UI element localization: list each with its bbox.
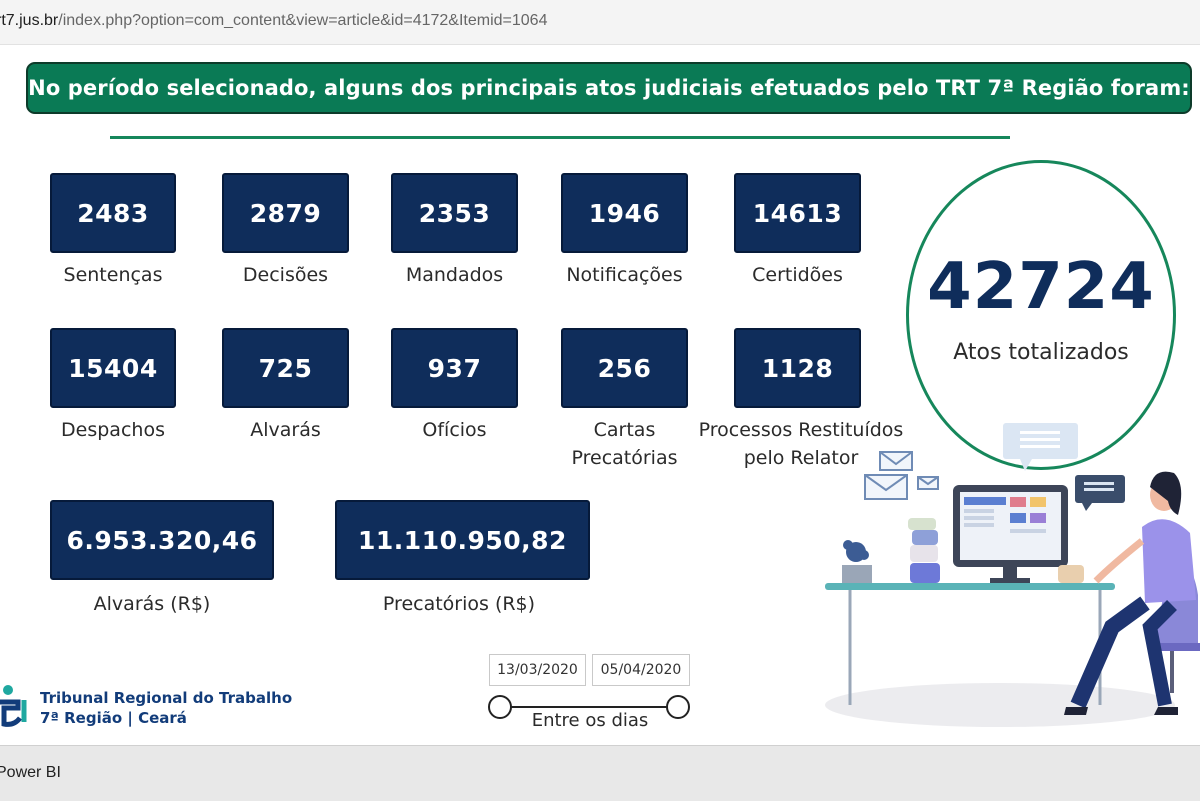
kpi-value: 15404 — [68, 353, 158, 383]
total-circle — [906, 160, 1176, 470]
kpi-label-cartas-precatorias: Cartas Precatórias — [541, 416, 708, 472]
kpi-value: 1128 — [761, 353, 834, 383]
chat-icon — [1003, 423, 1125, 511]
label-line: pelo Relator — [743, 447, 859, 469]
kpi-card-notificacoes[interactable]: 1946 — [561, 173, 688, 253]
end-date-value: 05/04/2020 — [600, 662, 682, 678]
kpi-value: 11.110.950,82 — [358, 525, 567, 555]
start-date-value: 13/03/2020 — [497, 662, 578, 678]
slider-start-handle — [488, 695, 512, 719]
kpi-card-processos-restituidos[interactable]: 1128 — [734, 328, 861, 408]
url-path: /index.php?option=com_content&view=artic… — [58, 12, 548, 29]
divider-line — [110, 136, 1010, 139]
total-acts-label: Atos totalizados — [953, 340, 1129, 365]
kpi-label-mandados: Mandados — [405, 264, 504, 286]
kpi-value: 2483 — [77, 198, 149, 228]
kpi-value: 2353 — [418, 198, 491, 228]
kpi-card-alvaras[interactable]: 725 — [222, 328, 349, 408]
kpi-card-decisoes[interactable]: 2879 — [222, 173, 349, 253]
office-illustration — [825, 423, 1200, 727]
kpi-card-oficios[interactable]: 937 — [391, 328, 518, 408]
kpi-label-precatorios-valor: Precatórios (R$) — [382, 593, 536, 615]
total-acts-value: 42724 — [927, 250, 1155, 324]
trt-logo-icon — [0, 685, 27, 727]
report-title-banner: No período selecionado, alguns dos princ… — [26, 62, 1192, 114]
kpi-label-notificacoes: Notificações — [566, 264, 683, 286]
start-date-field[interactable]: 13/03/2020 — [489, 654, 586, 686]
url-text[interactable]: rt7.jus.br/index.php?option=com_content&… — [0, 12, 547, 30]
kpi-card-mandados[interactable]: 2353 — [391, 173, 518, 253]
kpi-label-oficios: Ofícios — [422, 419, 487, 441]
envelope-icon — [864, 451, 939, 500]
logo-line: Tribunal Regional do Trabalho — [40, 689, 293, 707]
kpi-label-certidoes: Certidões — [752, 264, 843, 286]
slider-end-handle — [666, 695, 690, 719]
kpi-value: 1946 — [588, 198, 661, 228]
cactus-icon — [842, 540, 872, 583]
kpi-value: 937 — [427, 353, 482, 383]
url-host: rt7.jus.br — [0, 12, 59, 29]
logo-line: 7ª Região | Ceará — [40, 709, 187, 727]
kpi-card-certidoes[interactable]: 14613 — [734, 173, 861, 253]
kpi-value: 2879 — [249, 198, 322, 228]
kpi-value: 14613 — [752, 198, 843, 228]
end-date-field[interactable]: 05/04/2020 — [592, 654, 690, 686]
date-range-slider[interactable] — [486, 694, 694, 720]
kpi-label-processos-restituidos: Processos Restituídos pelo Relator — [690, 416, 912, 472]
kpi-label-alvaras-valor: Alvarás (R$) — [93, 593, 211, 615]
label-line: Precatórias — [571, 447, 678, 469]
monitor-icon — [953, 485, 1068, 583]
browser-url-bar[interactable]: rt7.jus.br/index.php?option=com_content&… — [0, 0, 1200, 45]
kpi-card-cartas-precatorias[interactable]: 256 — [561, 328, 688, 408]
kpi-value: 6.953.320,46 — [66, 525, 258, 555]
kpi-label-decisoes: Decisões — [242, 264, 329, 286]
kpi-label-sentencas: Sentenças — [63, 264, 163, 286]
person-figure — [1064, 471, 1196, 715]
powerbi-footer: Power BI — [0, 745, 1200, 801]
kpi-card-despachos[interactable]: 15404 — [50, 328, 176, 408]
kpi-card-precatorios-valor[interactable]: 11.110.950,82 — [335, 500, 590, 580]
kpi-label-despachos: Despachos — [61, 419, 165, 441]
label-line: Processos Restituídos — [698, 419, 904, 441]
kpi-card-sentencas[interactable]: 2483 — [50, 173, 176, 253]
trt-logo-text: Tribunal Regional do Trabalho 7ª Região … — [40, 688, 292, 728]
label-line: Cartas — [593, 419, 656, 441]
powerbi-link[interactable]: Power BI — [0, 764, 61, 781]
mug-icon — [908, 518, 1084, 583]
kpi-card-alvaras-valor[interactable]: 6.953.320,46 — [50, 500, 274, 580]
kpi-value: 725 — [258, 353, 313, 383]
kpi-value: 256 — [597, 353, 652, 383]
kpi-label-alvaras: Alvarás — [250, 419, 321, 441]
date-range-label: Entre os dias — [531, 710, 649, 731]
report-title: No período selecionado, alguns dos princ… — [28, 76, 1190, 100]
